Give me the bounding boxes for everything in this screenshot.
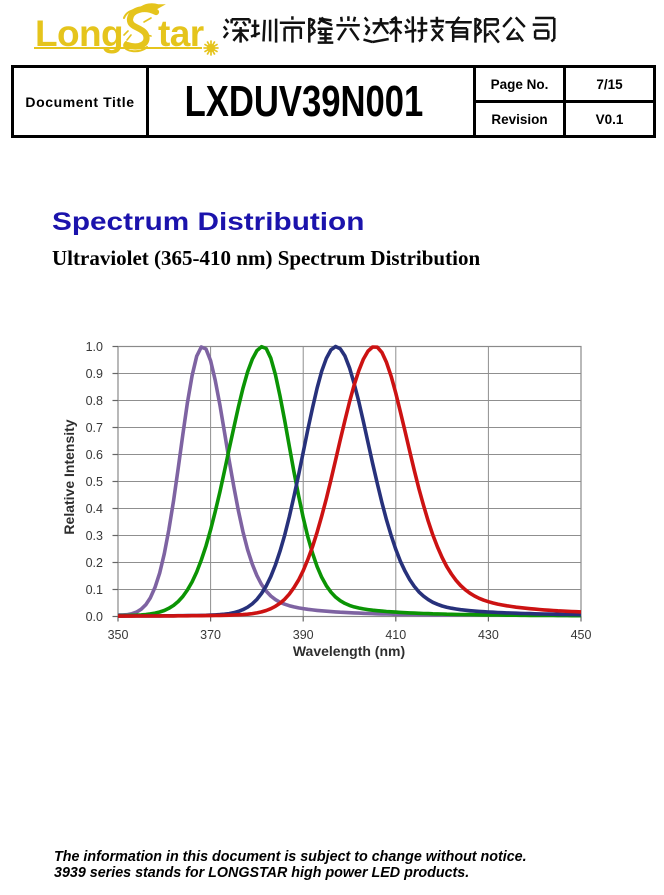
svg-text:0.7: 0.7 xyxy=(86,421,103,435)
svg-text:0.9: 0.9 xyxy=(86,367,103,381)
svg-text:0.8: 0.8 xyxy=(86,394,103,408)
svg-text:Relative Intensity: Relative Intensity xyxy=(61,419,77,534)
svg-text:0.3: 0.3 xyxy=(86,529,103,543)
svg-text:410: 410 xyxy=(385,628,406,642)
svg-text:0.6: 0.6 xyxy=(86,448,103,462)
svg-text:350: 350 xyxy=(108,628,129,642)
svg-text:0.0: 0.0 xyxy=(86,610,103,624)
svg-text:370: 370 xyxy=(200,628,221,642)
svg-text:0.1: 0.1 xyxy=(86,583,103,597)
svg-text:390: 390 xyxy=(293,628,314,642)
svg-text:0.4: 0.4 xyxy=(86,502,103,516)
svg-text:450: 450 xyxy=(571,628,592,642)
svg-text:0.2: 0.2 xyxy=(86,556,103,570)
svg-text:Wavelength (nm): Wavelength (nm) xyxy=(293,643,405,659)
svg-text:0.5: 0.5 xyxy=(86,475,103,489)
svg-text:1.0: 1.0 xyxy=(86,340,103,354)
svg-text:430: 430 xyxy=(478,628,499,642)
